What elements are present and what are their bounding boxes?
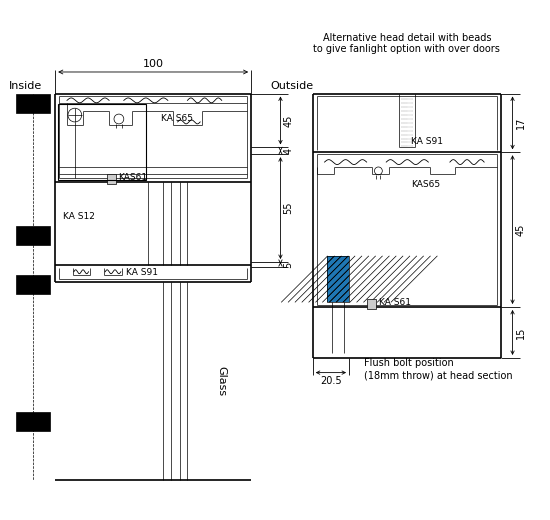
Text: 17: 17 — [515, 116, 525, 129]
Bar — [16, 94, 51, 113]
Bar — [367, 299, 376, 309]
Text: 20.5: 20.5 — [320, 375, 342, 385]
Text: 15: 15 — [515, 326, 525, 339]
Text: Inside: Inside — [9, 81, 42, 90]
Text: Outside: Outside — [271, 81, 314, 90]
Text: Flush bolt position: Flush bolt position — [364, 358, 453, 368]
Text: 4: 4 — [283, 148, 293, 154]
Bar — [16, 226, 51, 245]
Text: to give fanlight option with over doors: to give fanlight option with over doors — [314, 44, 500, 55]
Bar — [16, 275, 51, 294]
Text: KA S12: KA S12 — [63, 212, 95, 221]
Text: KAS65: KAS65 — [411, 179, 440, 189]
Text: 55: 55 — [283, 202, 293, 214]
Text: KA S61: KA S61 — [379, 298, 411, 307]
Text: KA S65: KA S65 — [161, 114, 193, 123]
Bar — [327, 256, 349, 302]
Text: KA S91: KA S91 — [126, 268, 158, 277]
Bar — [16, 412, 51, 432]
Text: (18mm throw) at head section: (18mm throw) at head section — [364, 371, 513, 381]
Bar — [107, 174, 116, 184]
Text: Glass: Glass — [217, 367, 227, 396]
Text: 100: 100 — [142, 59, 164, 69]
Text: 45: 45 — [283, 114, 293, 127]
Text: KAS61: KAS61 — [118, 173, 147, 181]
Text: KA S91: KA S91 — [411, 137, 443, 147]
Text: 5: 5 — [283, 261, 293, 267]
Text: Alternative head detail with beads: Alternative head detail with beads — [322, 33, 491, 43]
Text: 45: 45 — [515, 224, 525, 236]
Bar — [58, 105, 146, 180]
Bar — [327, 256, 349, 302]
Bar — [327, 256, 349, 302]
